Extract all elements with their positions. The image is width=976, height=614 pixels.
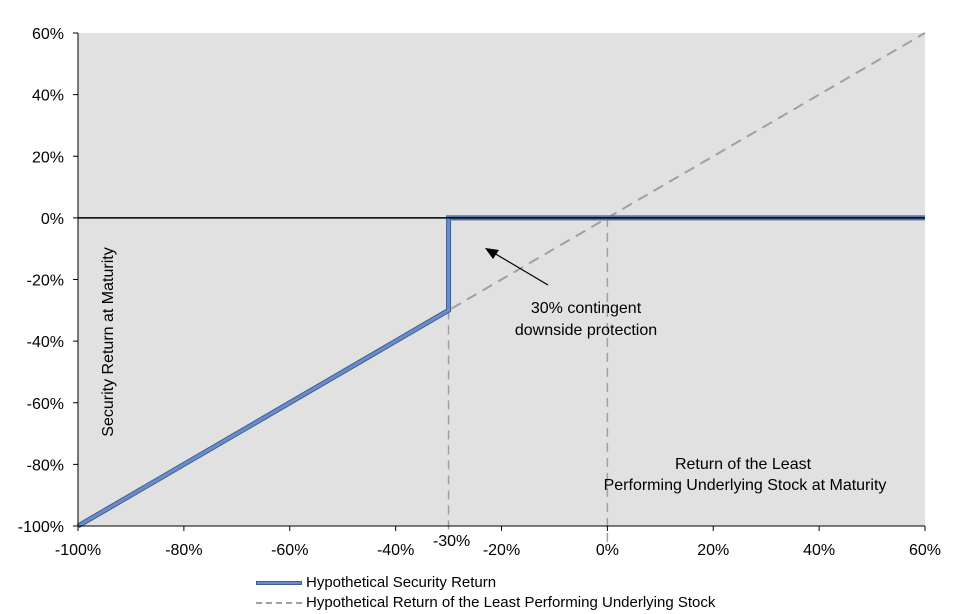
legend-swatch-solid <box>256 581 302 585</box>
x-tick-label: 0% <box>596 542 619 559</box>
annotation-line-2: downside protection <box>515 322 657 339</box>
y-axis-label: Security Return at Maturity <box>100 247 117 436</box>
x-tick-label: -40% <box>377 542 414 559</box>
x-tick-label: 40% <box>803 542 835 559</box>
y-tick-label: -40% <box>27 334 64 351</box>
legend-swatch-dashed <box>256 602 302 604</box>
y-tick-label: -100% <box>18 519 64 536</box>
annotation-arrowhead <box>485 248 499 259</box>
y-tick-label: -60% <box>27 396 64 413</box>
legend-label: Hypothetical Return of the Least Perform… <box>306 594 716 611</box>
y-tick-label: -20% <box>27 273 64 290</box>
legend-item-security-return: Hypothetical Security Return <box>256 573 715 593</box>
legend: Hypothetical Security Return Hypothetica… <box>256 573 715 613</box>
x-tick-label: -100% <box>55 542 101 559</box>
annotation-arrow <box>493 252 549 286</box>
y-tick-label: 0% <box>41 211 64 228</box>
y-tick-label: 40% <box>32 88 64 105</box>
x-axis-label-line-2: Performing Underlying Stock at Maturity <box>604 477 887 494</box>
x-tick-label: -60% <box>271 542 308 559</box>
y-tick-label: -80% <box>27 457 64 474</box>
x-tick-label: 60% <box>909 542 941 559</box>
x-tick-label: 20% <box>697 542 729 559</box>
reference-lines <box>447 217 609 544</box>
y-tick-label: 20% <box>32 149 64 166</box>
x-tick-labels: -100% -80% -60% -40% -20% 0% 20% 40% 60% <box>55 526 941 559</box>
y-tick-label: 60% <box>32 26 64 43</box>
legend-item-stock-return: Hypothetical Return of the Least Perform… <box>256 593 715 613</box>
annotation-line-1: 30% contingent <box>531 300 642 317</box>
legend-label: Hypothetical Security Return <box>306 574 497 591</box>
x-tick-label: -80% <box>165 542 202 559</box>
barrier-tick-label: -30% <box>433 533 470 550</box>
y-tick-labels: 60% 40% 20% 0% -20% -40% -60% -80% -100% <box>18 26 78 536</box>
x-tick-label: -20% <box>483 542 520 559</box>
x-axis-label-line-1: Return of the Least <box>675 456 812 473</box>
